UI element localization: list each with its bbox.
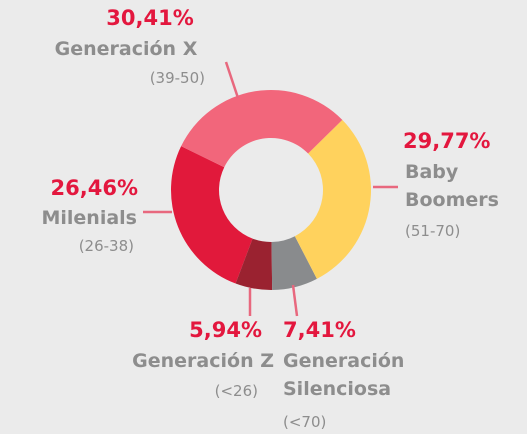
range-label: (39-50) (149, 69, 205, 87)
value-label: 30,41% (106, 6, 194, 30)
donut-segment (181, 90, 343, 168)
range-label: (<70) (283, 413, 327, 431)
value-label: 7,41% (283, 318, 356, 342)
value-label: 5,94% (189, 318, 262, 342)
category-label: Generación Silenciosa (283, 350, 405, 400)
range-label: (51-70) (405, 222, 461, 240)
donut-segment (170, 146, 253, 284)
category-label: Generación Z (132, 350, 274, 372)
value-label: 26,46% (50, 176, 138, 200)
range-label: (<26) (214, 382, 258, 400)
donut-segment (271, 236, 317, 290)
category-label: Baby Boomers (405, 161, 499, 211)
category-label: Milenials (41, 207, 137, 229)
leader-lines (143, 61, 398, 317)
category-label: Generación X (54, 38, 198, 60)
leader-line (224, 61, 240, 99)
donut-segment (294, 119, 372, 279)
range-label: (26-38) (78, 237, 134, 255)
value-label: 29,77% (403, 129, 491, 153)
leader-line (291, 284, 299, 317)
donut-segment (235, 238, 273, 290)
